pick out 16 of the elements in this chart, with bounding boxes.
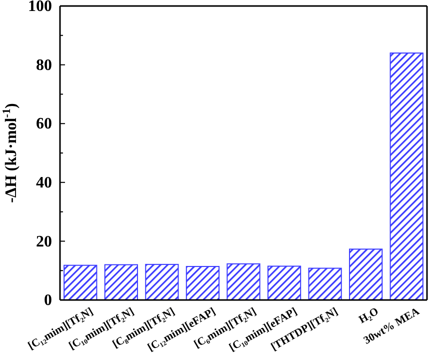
bar <box>104 264 138 300</box>
x-tick-label: H₂O <box>356 305 382 326</box>
y-tick-label: 20 <box>36 233 52 250</box>
bar <box>64 264 98 300</box>
bar <box>349 248 383 300</box>
y-tick-label: 100 <box>28 0 52 16</box>
bar <box>308 268 342 300</box>
bar <box>145 264 179 300</box>
bar <box>390 52 424 300</box>
y-tick-label: 80 <box>36 56 52 74</box>
y-tick-label: 60 <box>36 116 52 133</box>
bar <box>226 263 260 300</box>
y-tick-label: 0 <box>44 292 52 310</box>
y-tick-label: 40 <box>36 174 52 192</box>
bar <box>267 266 302 300</box>
bar <box>186 266 220 300</box>
